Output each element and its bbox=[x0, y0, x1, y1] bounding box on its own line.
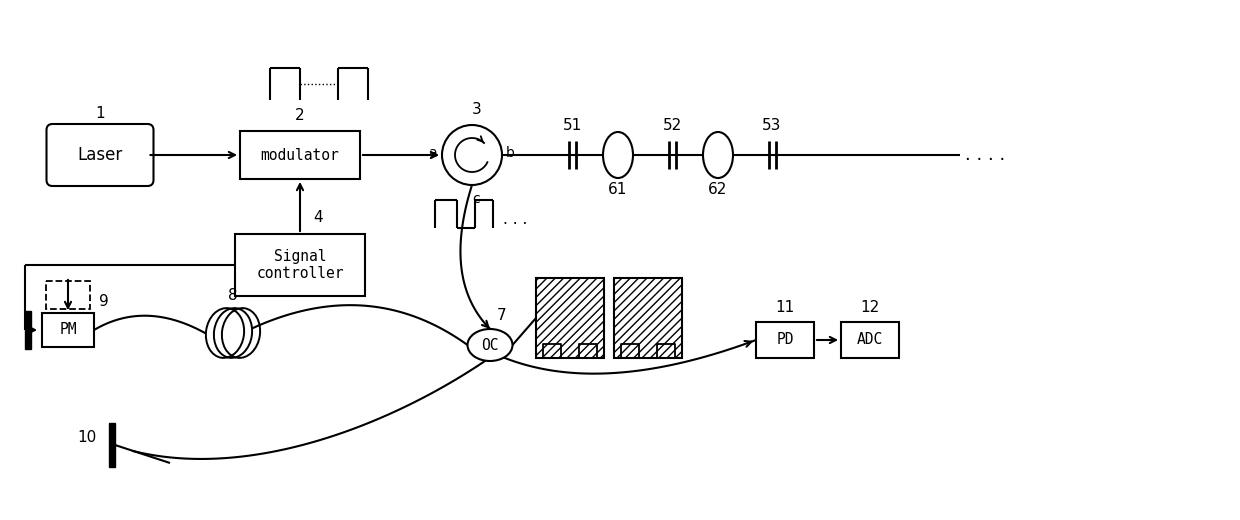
FancyBboxPatch shape bbox=[47, 124, 154, 186]
Text: 1: 1 bbox=[95, 107, 105, 122]
Circle shape bbox=[441, 125, 502, 185]
Text: 8: 8 bbox=[228, 288, 238, 303]
Text: controller: controller bbox=[257, 266, 343, 281]
Bar bbox=[236, 234, 365, 296]
Polygon shape bbox=[109, 423, 115, 467]
Text: Laser: Laser bbox=[77, 146, 123, 164]
Text: 52: 52 bbox=[662, 118, 682, 133]
Bar bbox=[614, 278, 682, 358]
Text: 2: 2 bbox=[295, 108, 305, 123]
Text: 11: 11 bbox=[775, 301, 795, 316]
Text: ADC: ADC bbox=[857, 332, 883, 347]
Text: 61: 61 bbox=[609, 183, 627, 198]
Bar bbox=[614, 278, 682, 358]
Text: . . . .: . . . . bbox=[965, 146, 1006, 164]
Bar bbox=[46, 281, 91, 309]
Text: 4: 4 bbox=[314, 211, 322, 226]
Ellipse shape bbox=[603, 132, 632, 178]
Text: modulator: modulator bbox=[260, 148, 340, 162]
Bar bbox=[536, 278, 604, 358]
Text: a: a bbox=[428, 146, 436, 160]
Text: PM: PM bbox=[60, 322, 77, 337]
Bar bbox=[536, 278, 604, 358]
Text: OC: OC bbox=[481, 337, 498, 353]
Text: 7: 7 bbox=[497, 307, 507, 322]
Text: . . .: . . . bbox=[503, 213, 527, 228]
Text: Signal: Signal bbox=[274, 249, 326, 264]
Bar bbox=[241, 131, 360, 179]
Text: b: b bbox=[506, 146, 515, 160]
Text: 9: 9 bbox=[99, 293, 109, 308]
Text: c: c bbox=[472, 192, 480, 206]
Polygon shape bbox=[25, 311, 31, 349]
Text: PD: PD bbox=[776, 332, 794, 347]
Text: 10: 10 bbox=[77, 430, 97, 445]
Text: 62: 62 bbox=[708, 183, 728, 198]
Ellipse shape bbox=[703, 132, 733, 178]
Bar bbox=[841, 322, 899, 358]
Text: 51: 51 bbox=[563, 118, 582, 133]
Text: 53: 53 bbox=[763, 118, 781, 133]
Text: 3: 3 bbox=[472, 101, 482, 116]
Bar bbox=[42, 313, 94, 347]
Ellipse shape bbox=[467, 329, 512, 361]
Bar bbox=[756, 322, 813, 358]
Text: 12: 12 bbox=[861, 301, 879, 316]
